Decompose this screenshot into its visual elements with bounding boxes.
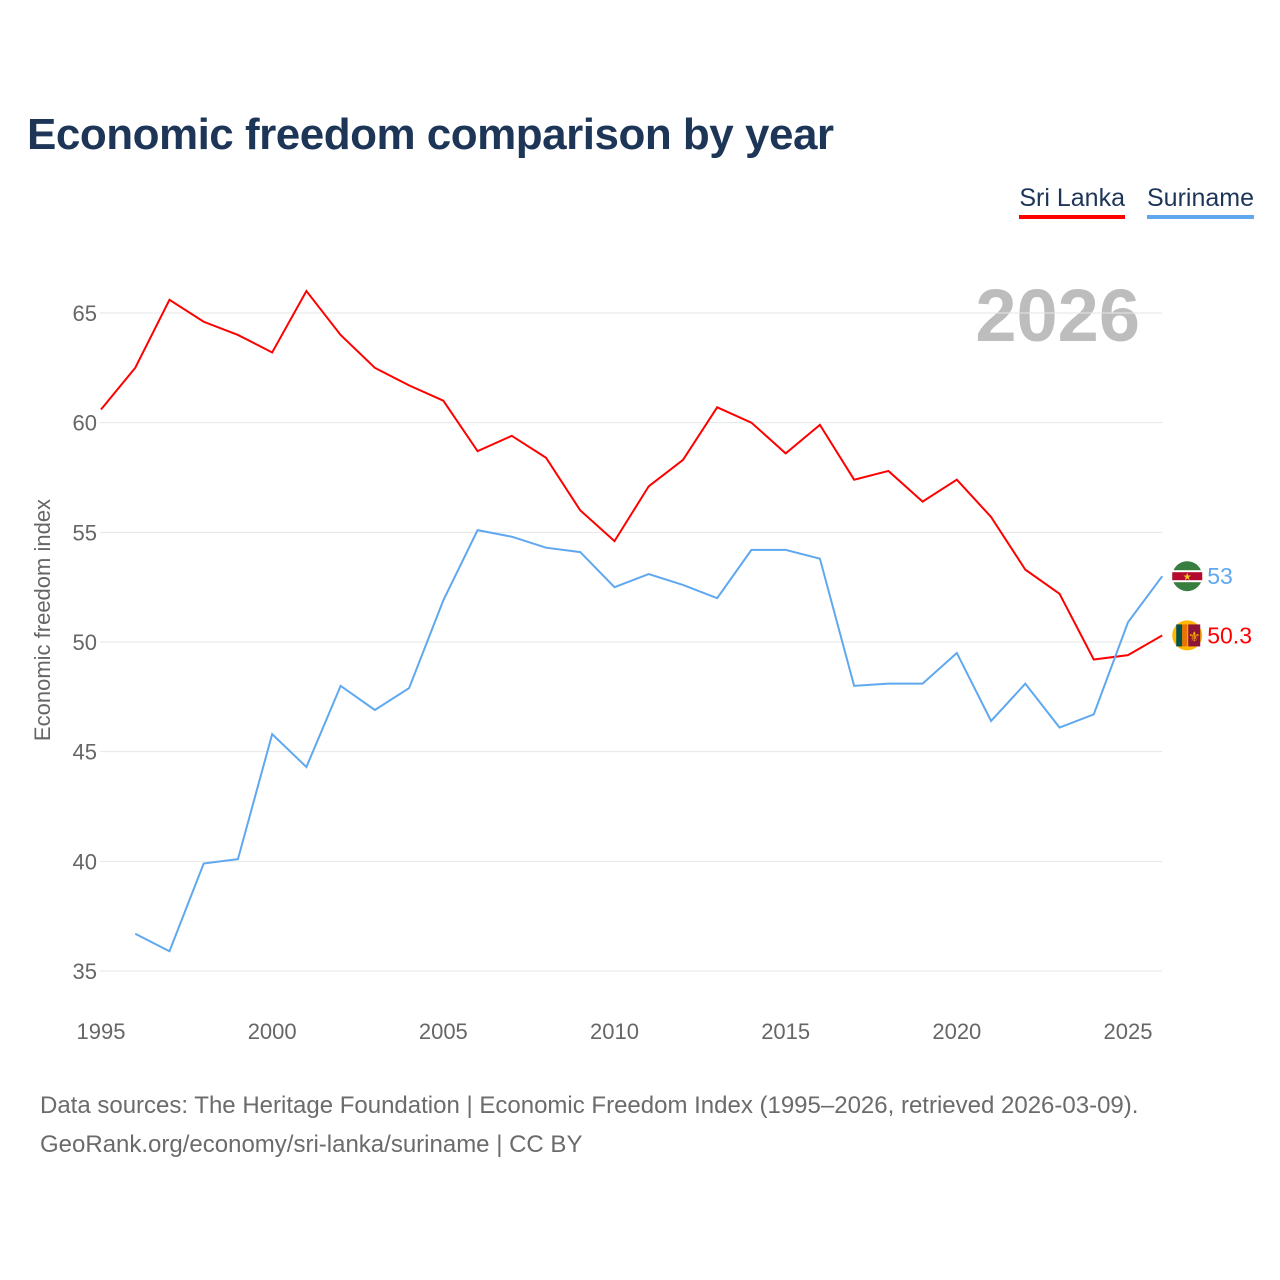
y-tick-label: 65 <box>73 301 97 326</box>
footer-sources: Data sources: The Heritage Foundation | … <box>40 1092 1139 1119</box>
legend: Sri Lanka Suriname <box>1019 184 1254 219</box>
svg-text:★: ★ <box>1183 572 1192 583</box>
footer-link[interactable]: GeoRank.org/economy/sri-lanka/suriname |… <box>40 1131 583 1158</box>
y-tick-label: 50 <box>73 630 97 655</box>
year-watermark: 2026 <box>975 274 1140 357</box>
series-line-suriname <box>134 529 1164 953</box>
y-tick-label: 55 <box>73 520 97 545</box>
chart-title: Economic freedom comparison by year <box>27 110 834 159</box>
x-tick-label: 2000 <box>248 1019 297 1044</box>
y-tick-label: 60 <box>73 411 97 436</box>
line-chart: 2026 Economic freedom index 35 40 45 50 55 60… <box>30 274 1252 1044</box>
series-line-sri-lanka <box>100 289 1163 661</box>
suriname-flag-icon: ★ <box>1172 561 1203 592</box>
x-tick-label: 2010 <box>590 1019 639 1044</box>
x-tick-label: 2020 <box>932 1019 981 1044</box>
legend-sri-lanka[interactable]: Sri Lanka <box>1019 184 1125 219</box>
y-tick-label: 45 <box>73 740 97 765</box>
sri-lanka-flag-icon: ⚜ <box>1172 620 1203 651</box>
footer: Data sources: The Heritage Foundation | … <box>40 1086 1138 1164</box>
y-tick-label: 40 <box>73 849 97 874</box>
y-tick-label: 35 <box>73 959 97 984</box>
x-tick-label: 2015 <box>761 1019 810 1044</box>
y-axis-label: Economic freedom index <box>30 499 55 741</box>
legend-suriname[interactable]: Suriname <box>1147 184 1254 219</box>
end-value-label: 53 <box>1207 563 1233 589</box>
end-value-label: 50.3 <box>1207 622 1252 648</box>
svg-text:⚜: ⚜ <box>1188 628 1201 644</box>
x-tick-label: 2025 <box>1104 1019 1153 1044</box>
x-tick-label: 1995 <box>77 1019 126 1044</box>
x-tick-label: 2005 <box>419 1019 468 1044</box>
